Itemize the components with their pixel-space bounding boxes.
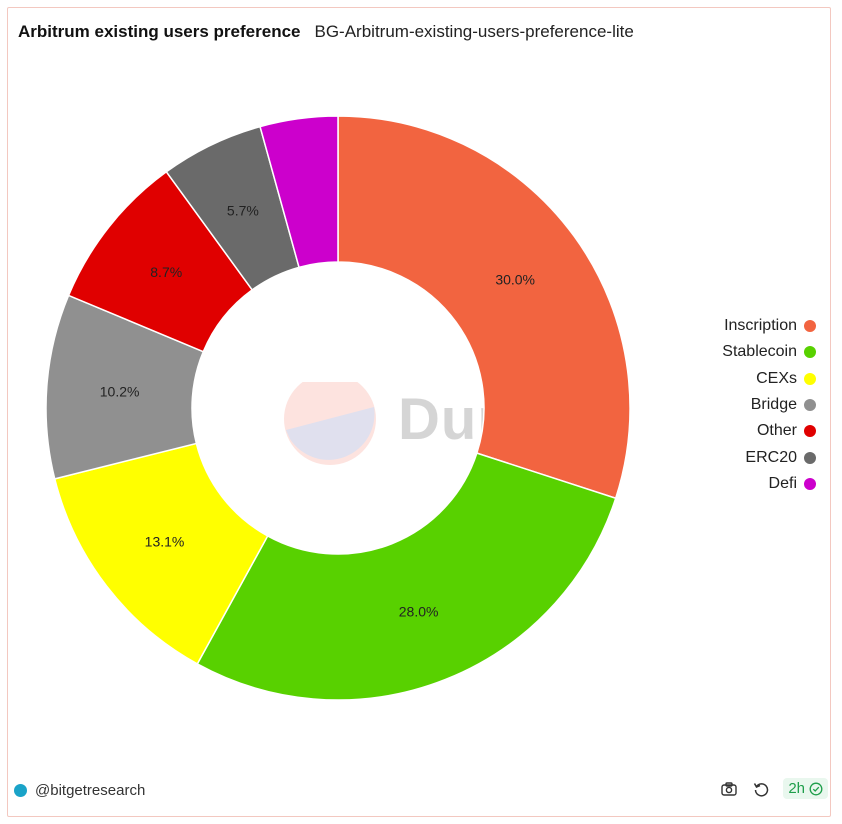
legend-item-cexs[interactable]: CEXs	[756, 366, 816, 392]
slice-label-inscription: 30.0%	[495, 271, 535, 287]
legend-item-inscription[interactable]: Inscription	[724, 313, 816, 339]
legend-swatch	[804, 346, 816, 359]
query-name[interactable]: BG-Arbitrum-existing-users-preference-li…	[314, 22, 634, 41]
footer-actions: 2h	[719, 778, 828, 799]
legend-item-erc20[interactable]: ERC20	[745, 444, 816, 470]
slice-stablecoin[interactable]	[196, 452, 617, 701]
chart-header: Arbitrum existing users preference BG-Ar…	[18, 22, 634, 42]
chart-title: Arbitrum existing users preference	[18, 22, 301, 41]
slice-inscription[interactable]	[337, 115, 631, 500]
legend-item-stablecoin[interactable]: Stablecoin	[722, 339, 816, 365]
refresh-age: 2h	[788, 780, 805, 797]
legend-item-other[interactable]: Other	[757, 418, 816, 444]
slice-label-other: 8.7%	[150, 264, 182, 280]
legend-item-defi[interactable]: Defi	[769, 471, 816, 497]
legend-label: Inscription	[724, 317, 797, 335]
legend-swatch	[804, 372, 816, 385]
avatar	[14, 784, 27, 797]
slice-label-bridge: 10.2%	[100, 384, 140, 400]
legend-label: Other	[756, 422, 797, 440]
legend-item-bridge[interactable]: Bridge	[751, 392, 816, 418]
legend-swatch	[804, 477, 816, 490]
footer-author[interactable]: @bitgetresearch	[14, 782, 145, 799]
slice-cexs[interactable]	[53, 442, 269, 665]
slice-label-erc20: 5.7%	[227, 203, 259, 219]
refresh-icon[interactable]	[751, 779, 771, 799]
legend-label: Defi	[768, 474, 797, 492]
slice-label-cexs: 13.1%	[145, 534, 185, 550]
author-name[interactable]: @bitgetresearch	[35, 782, 146, 799]
legend-label: CEXs	[756, 369, 797, 387]
legend-label: ERC20	[745, 448, 797, 466]
legend-swatch	[804, 451, 816, 464]
chart-legend: Inscription Stablecoin CEXs Bridge Other ERC2…	[722, 313, 816, 497]
legend-swatch	[804, 399, 816, 412]
legend-label: Stablecoin	[722, 343, 797, 361]
slice-label-stablecoin: 28.0%	[399, 604, 439, 620]
check-circle-icon	[809, 782, 823, 795]
dune-logo-icon	[284, 373, 376, 465]
legend-swatch	[804, 320, 816, 333]
refresh-status-badge[interactable]: 2h	[783, 778, 828, 799]
camera-icon[interactable]	[719, 779, 739, 799]
legend-swatch	[804, 425, 816, 438]
slice-defi[interactable]	[259, 115, 339, 269]
legend-label: Bridge	[750, 396, 797, 414]
